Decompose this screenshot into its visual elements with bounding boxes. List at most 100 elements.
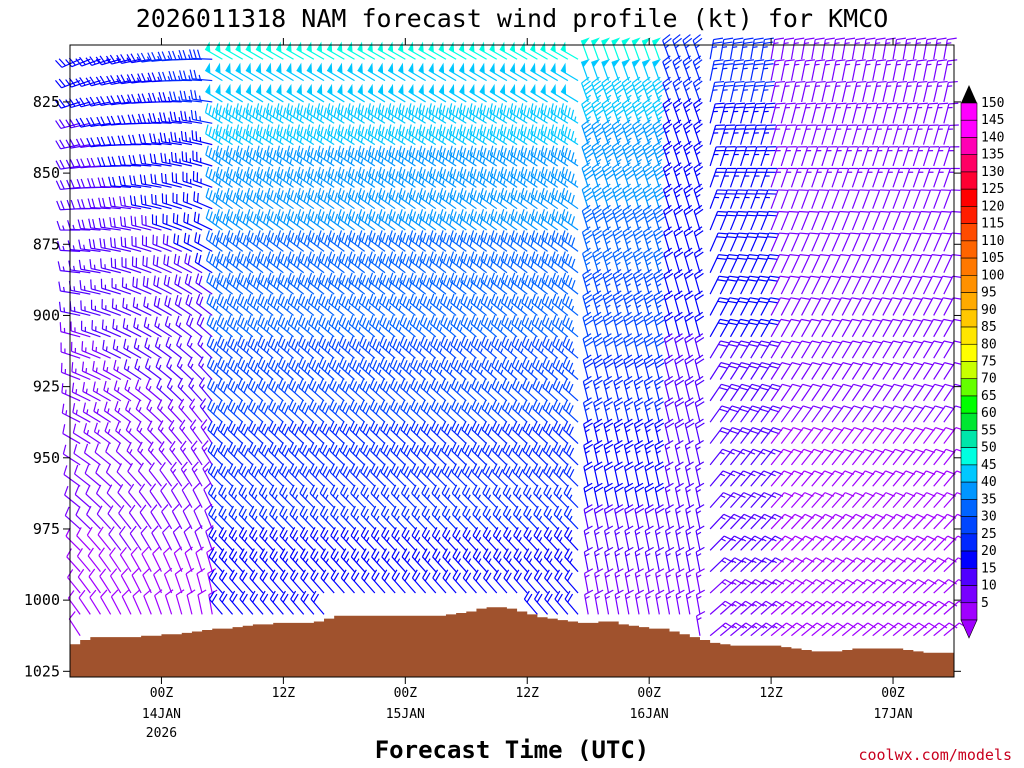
- wind-barb: [77, 568, 91, 594]
- wind-barb: [246, 293, 264, 316]
- wind-barb: [101, 299, 122, 317]
- wind-barb: [882, 535, 906, 551]
- wind-barb: [421, 484, 437, 509]
- wind-barb: [694, 290, 704, 316]
- wind-barb: [189, 49, 213, 60]
- wind-barb: [308, 378, 325, 402]
- wind-barb: [327, 145, 345, 167]
- wind-barb: [329, 420, 345, 444]
- wind-barb: [421, 548, 437, 573]
- wind-barb: [593, 525, 603, 551]
- wind-barb: [664, 397, 675, 423]
- wind-barb: [943, 167, 960, 188]
- wind-barb: [347, 41, 365, 60]
- wind-barb: [760, 448, 783, 466]
- wind-barb: [933, 297, 953, 316]
- wind-barb: [902, 470, 926, 487]
- wind-barb: [603, 461, 614, 487]
- wind-barb: [409, 230, 426, 252]
- wind-barb: [593, 504, 604, 530]
- wind-barb: [177, 377, 193, 402]
- wind-barb: [584, 589, 594, 615]
- wind-barb: [682, 34, 693, 60]
- wind-barb: [103, 401, 122, 423]
- wind-barb: [278, 399, 294, 423]
- wind-barb: [730, 557, 754, 573]
- wind-barb: [399, 293, 416, 316]
- colorbar-swatch: [960, 188, 978, 207]
- x-tick-label: 00Z: [637, 686, 661, 701]
- wind-barb: [337, 166, 355, 188]
- wind-barb: [125, 421, 142, 445]
- wind-barb: [339, 463, 355, 487]
- wind-barb: [397, 103, 416, 124]
- wind-barb: [153, 296, 172, 316]
- wind-barb: [831, 383, 853, 402]
- wind-barb: [175, 315, 193, 338]
- wind-barb: [862, 232, 881, 252]
- wind-barb: [441, 484, 457, 509]
- wind-barb: [139, 154, 162, 167]
- wind-barb: [172, 525, 183, 551]
- wind-barb: [205, 230, 223, 252]
- wind-barb: [265, 62, 284, 82]
- wind-barb: [111, 298, 132, 317]
- colorbar-swatch: [960, 154, 978, 173]
- wind-barb: [217, 442, 233, 466]
- wind-barb: [553, 505, 569, 530]
- wind-barb: [674, 375, 685, 402]
- wind-barb: [685, 482, 695, 508]
- wind-barb: [923, 383, 945, 402]
- credit-link[interactable]: coolwx.com/models: [858, 746, 1012, 764]
- wind-barb: [397, 62, 416, 82]
- wind-barb: [236, 209, 254, 231]
- wind-barb: [683, 269, 694, 295]
- wind-barb: [401, 527, 416, 551]
- wind-barb: [790, 362, 812, 380]
- wind-barb: [266, 145, 284, 167]
- wind-barb: [632, 226, 644, 252]
- wind-barb: [482, 527, 498, 551]
- wind-barb: [563, 484, 579, 509]
- wind-barb: [155, 357, 172, 380]
- wind-barb: [562, 336, 579, 359]
- wind-barb: [289, 505, 305, 530]
- wind-barb: [672, 34, 682, 60]
- wind-barb: [140, 525, 152, 551]
- wind-barb: [603, 504, 614, 530]
- wind-barb: [719, 297, 740, 316]
- wind-barb: [73, 464, 91, 487]
- wind-barb: [318, 314, 335, 338]
- wind-barb: [770, 513, 794, 530]
- wind-barb: [882, 448, 905, 466]
- wind-barb: [821, 254, 840, 274]
- wind-barb: [163, 274, 183, 295]
- wind-barb: [287, 293, 305, 316]
- wind-barb: [862, 535, 886, 551]
- wind-barb: [66, 548, 81, 573]
- wind-barb: [612, 311, 624, 337]
- wind-barb: [674, 504, 685, 530]
- wind-barb: [654, 461, 665, 487]
- wind-barb: [367, 124, 386, 146]
- colorbar-label: 30: [981, 510, 997, 525]
- wind-barb: [338, 272, 355, 295]
- wind-barb: [461, 463, 477, 487]
- wind-barb: [482, 505, 498, 530]
- wind-barb: [882, 254, 901, 274]
- wind-barb: [462, 548, 477, 573]
- wind-barb: [431, 484, 447, 509]
- wind-barb: [719, 470, 743, 487]
- wind-barb: [69, 301, 91, 317]
- wind-barb: [276, 62, 294, 82]
- wind-barb: [841, 535, 866, 551]
- wind-barb: [156, 378, 173, 402]
- wind-barb: [123, 359, 142, 381]
- wind-barb: [780, 80, 796, 103]
- wind-barb: [256, 251, 274, 274]
- wind-barb: [359, 378, 376, 402]
- wind-barb: [149, 153, 172, 167]
- wind-barb: [663, 333, 674, 359]
- wind-barb: [248, 527, 264, 551]
- wind-barb: [593, 418, 604, 444]
